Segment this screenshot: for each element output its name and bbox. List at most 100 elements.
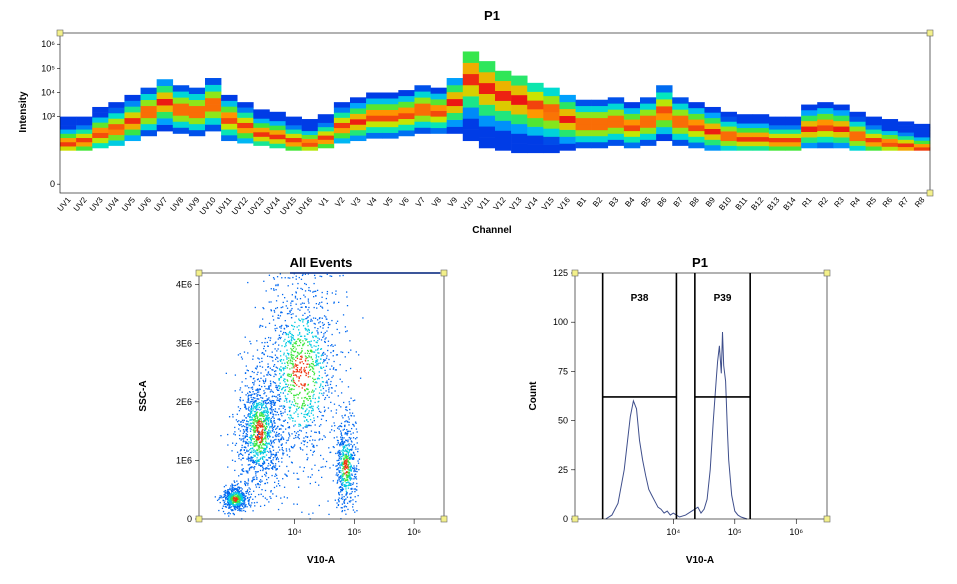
event-point <box>284 390 286 392</box>
event-point <box>250 396 252 398</box>
resize-handle[interactable] <box>440 515 448 523</box>
event-point <box>308 311 311 313</box>
event-point <box>267 434 270 437</box>
event-point <box>277 483 280 485</box>
event-point <box>254 431 256 434</box>
event-point <box>350 492 352 495</box>
heatmap-cell <box>398 101 415 108</box>
event-point <box>230 501 232 503</box>
event-point <box>307 363 309 365</box>
event-point <box>346 461 348 463</box>
event-point <box>362 317 364 319</box>
resize-handle[interactable] <box>195 515 203 523</box>
event-point <box>271 425 273 427</box>
spectrum-plot-frame <box>59 32 931 194</box>
heatmap-cell <box>108 129 125 136</box>
event-point <box>279 395 281 397</box>
resize-handle[interactable] <box>823 515 831 523</box>
heatmap-cell <box>527 82 544 92</box>
event-point <box>275 386 278 388</box>
event-point <box>348 436 350 439</box>
event-point <box>322 354 324 356</box>
event-point <box>290 403 293 406</box>
event-point <box>302 402 304 405</box>
event-point <box>247 415 249 417</box>
event-point <box>359 377 362 379</box>
event-point <box>324 341 326 344</box>
event-point <box>276 397 279 399</box>
event-point <box>229 488 231 490</box>
event-point <box>350 496 352 499</box>
heatmap-cell <box>446 105 464 113</box>
resize-handle[interactable] <box>195 269 203 277</box>
event-point <box>280 330 282 332</box>
event-point <box>333 403 336 405</box>
event-point <box>301 274 304 277</box>
resize-handle[interactable] <box>823 269 831 277</box>
resize-handle[interactable] <box>926 29 934 37</box>
event-point <box>329 368 331 370</box>
event-point <box>271 369 273 371</box>
heatmap-cell <box>285 116 302 122</box>
heatmap-cell <box>253 127 270 133</box>
event-point <box>241 495 243 497</box>
event-point <box>285 448 288 450</box>
event-point <box>326 330 328 332</box>
event-point <box>288 410 291 413</box>
event-point <box>242 441 244 443</box>
heatmap-cell <box>849 111 866 117</box>
event-point <box>291 334 293 336</box>
event-point <box>250 504 252 506</box>
event-point <box>254 367 257 369</box>
resize-handle[interactable] <box>571 515 579 523</box>
event-point <box>295 411 297 413</box>
heatmap-cell <box>801 137 818 143</box>
event-point <box>250 460 252 462</box>
event-point <box>344 465 347 467</box>
event-point <box>336 472 338 474</box>
event-point <box>309 320 312 322</box>
event-point <box>252 419 255 421</box>
event-point <box>232 501 234 503</box>
event-point <box>227 501 229 503</box>
event-point <box>257 444 259 447</box>
event-point <box>268 385 270 387</box>
event-point <box>356 510 358 512</box>
resize-handle[interactable] <box>926 189 934 197</box>
resize-handle[interactable] <box>440 269 448 277</box>
heatmap-cell <box>366 132 383 139</box>
channel-label: B3 <box>607 195 621 209</box>
resize-handle[interactable] <box>56 29 64 37</box>
event-point <box>232 498 234 500</box>
event-point <box>260 426 262 428</box>
event-point <box>324 369 326 372</box>
event-point <box>214 496 216 498</box>
event-point <box>227 498 229 500</box>
event-point <box>253 429 255 432</box>
event-point <box>295 432 298 434</box>
event-point <box>237 507 239 509</box>
event-point <box>227 433 229 436</box>
event-point <box>297 308 299 310</box>
event-point <box>252 378 255 380</box>
event-point <box>261 385 263 388</box>
event-point <box>351 488 353 490</box>
event-point <box>294 342 296 344</box>
event-point <box>336 452 339 454</box>
event-point <box>308 306 310 309</box>
resize-handle[interactable] <box>571 269 579 277</box>
event-point <box>304 404 307 406</box>
histogram-gates[interactable]: P38 P39 <box>601 273 751 519</box>
event-point <box>287 364 289 367</box>
event-point <box>345 456 348 459</box>
event-point <box>308 355 310 357</box>
scatter-ylabel: SSC-A <box>138 380 149 411</box>
event-point <box>238 501 240 503</box>
event-point <box>261 357 263 360</box>
scatter-points <box>214 273 364 520</box>
event-point <box>302 321 304 323</box>
event-point <box>250 394 252 396</box>
event-point <box>342 474 344 476</box>
event-point <box>302 343 305 346</box>
heatmap-cell <box>623 119 641 126</box>
